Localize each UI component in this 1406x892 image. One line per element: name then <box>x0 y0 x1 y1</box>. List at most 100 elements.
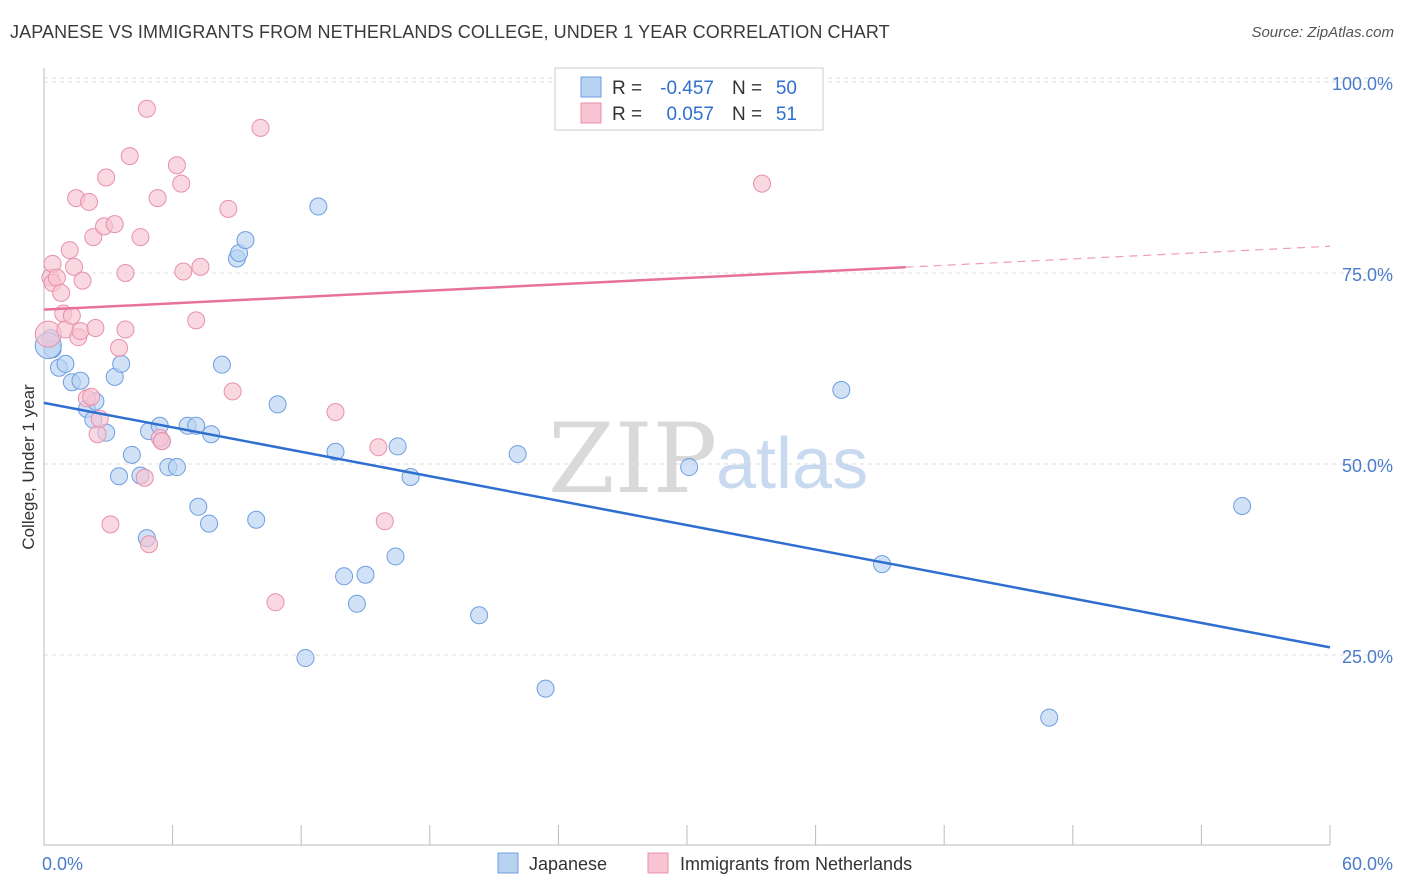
point-japanese <box>536 679 555 698</box>
series-legend-label-netherlands: Immigrants from Netherlands <box>680 854 912 874</box>
point-japanese <box>247 510 266 529</box>
point-netherlands <box>172 174 191 193</box>
point-japanese <box>680 458 699 477</box>
x-tick-label-min: 0.0% <box>42 854 83 874</box>
point-japanese <box>167 458 186 477</box>
point-netherlands <box>88 425 107 444</box>
trend-line-netherlands-dashed <box>905 245 1331 268</box>
point-netherlands <box>82 387 101 406</box>
point-netherlands <box>120 147 139 166</box>
trend-lines <box>43 245 1331 649</box>
point-japanese <box>388 437 407 456</box>
point-netherlands <box>47 268 66 287</box>
point-netherlands <box>34 320 62 348</box>
legend-n-label-1: N = <box>732 104 762 125</box>
point-netherlands <box>140 535 159 554</box>
point-netherlands <box>167 156 186 175</box>
point-japanese <box>56 354 75 373</box>
watermark-atlas: atlas <box>716 424 868 504</box>
point-japanese <box>200 514 219 533</box>
legend-r-label-0: R = <box>612 78 642 99</box>
point-japanese <box>236 231 255 250</box>
series-legend-swatch-japanese <box>497 852 519 874</box>
stats-legend: R = -0.457 N = 50 R = 0.057 N = 51 <box>554 67 824 131</box>
point-netherlands <box>116 320 135 339</box>
point-japanese <box>1040 708 1059 727</box>
point-japanese <box>386 547 405 566</box>
point-netherlands <box>65 257 84 276</box>
point-netherlands <box>110 338 129 357</box>
point-japanese <box>212 355 231 374</box>
point-japanese <box>470 606 489 625</box>
legend-swatch-netherlands <box>580 102 602 124</box>
point-japanese <box>832 380 851 399</box>
legend-n-value-1: 51 <box>776 104 797 125</box>
point-netherlands <box>131 228 150 247</box>
point-japanese <box>71 371 90 390</box>
legend-swatch-japanese <box>580 76 602 98</box>
point-netherlands <box>187 311 206 330</box>
point-japanese <box>110 467 129 486</box>
point-netherlands <box>97 168 116 187</box>
series-legend-swatch-netherlands <box>647 852 669 874</box>
point-netherlands <box>152 432 171 451</box>
point-japanese <box>309 197 328 216</box>
trend-line-netherlands <box>43 265 906 311</box>
legend-r-label-1: R = <box>612 104 642 125</box>
series-legend: Japanese Immigrants from Netherlands <box>497 852 912 874</box>
legend-n-label-0: N = <box>732 78 762 99</box>
point-netherlands <box>369 438 388 457</box>
point-netherlands <box>105 215 124 234</box>
point-japanese <box>112 354 131 373</box>
point-netherlands <box>174 262 193 281</box>
point-netherlands <box>266 593 285 612</box>
point-netherlands <box>753 174 772 193</box>
point-netherlands <box>135 468 154 487</box>
point-japanese <box>268 395 287 414</box>
point-netherlands <box>326 403 345 422</box>
legend-n-value-0: 50 <box>776 78 797 99</box>
y-tick-label: 25.0% <box>1342 647 1393 667</box>
point-netherlands <box>101 515 120 534</box>
point-japanese <box>326 442 345 461</box>
axes <box>43 68 1331 846</box>
legend-r-value-0: -0.457 <box>660 78 714 99</box>
point-netherlands <box>86 319 105 338</box>
point-japanese <box>296 649 315 668</box>
watermark: ZIP atlas <box>548 403 868 515</box>
chart-title: JAPANESE VS IMMIGRANTS FROM NETHERLANDS … <box>10 22 890 42</box>
point-netherlands <box>148 189 167 208</box>
point-netherlands <box>191 257 210 276</box>
point-netherlands <box>219 199 238 218</box>
point-japanese <box>508 445 527 464</box>
y-tick-label: 100.0% <box>1332 74 1393 94</box>
legend-r-value-1: 0.057 <box>666 104 714 125</box>
y-tick-labels: 25.0% 50.0% 75.0% 100.0% <box>1332 74 1393 667</box>
point-netherlands <box>73 271 92 290</box>
point-japanese <box>189 497 208 516</box>
y-tick-label: 75.0% <box>1342 265 1393 285</box>
point-netherlands <box>60 241 79 260</box>
point-japanese <box>1233 497 1252 516</box>
point-japanese <box>335 567 354 586</box>
point-netherlands <box>80 192 99 211</box>
point-netherlands <box>223 382 242 401</box>
point-netherlands <box>52 283 71 302</box>
series-legend-label-japanese: Japanese <box>529 854 607 874</box>
grid <box>44 77 1393 656</box>
data-points <box>34 88 1252 727</box>
trend-line-japanese <box>43 401 1331 649</box>
y-tick-label: 50.0% <box>1342 456 1393 476</box>
point-netherlands <box>375 512 394 531</box>
point-netherlands <box>251 118 270 137</box>
point-netherlands <box>137 99 156 118</box>
point-netherlands <box>71 322 90 341</box>
point-japanese <box>347 594 366 613</box>
point-netherlands <box>84 228 103 247</box>
point-netherlands <box>116 264 135 282</box>
source-label: Source: ZipAtlas.com <box>1251 24 1394 41</box>
x-tick-label-max: 60.0% <box>1342 854 1393 874</box>
point-japanese <box>122 445 141 464</box>
y-axis-label: College, Under 1 year <box>19 384 38 550</box>
